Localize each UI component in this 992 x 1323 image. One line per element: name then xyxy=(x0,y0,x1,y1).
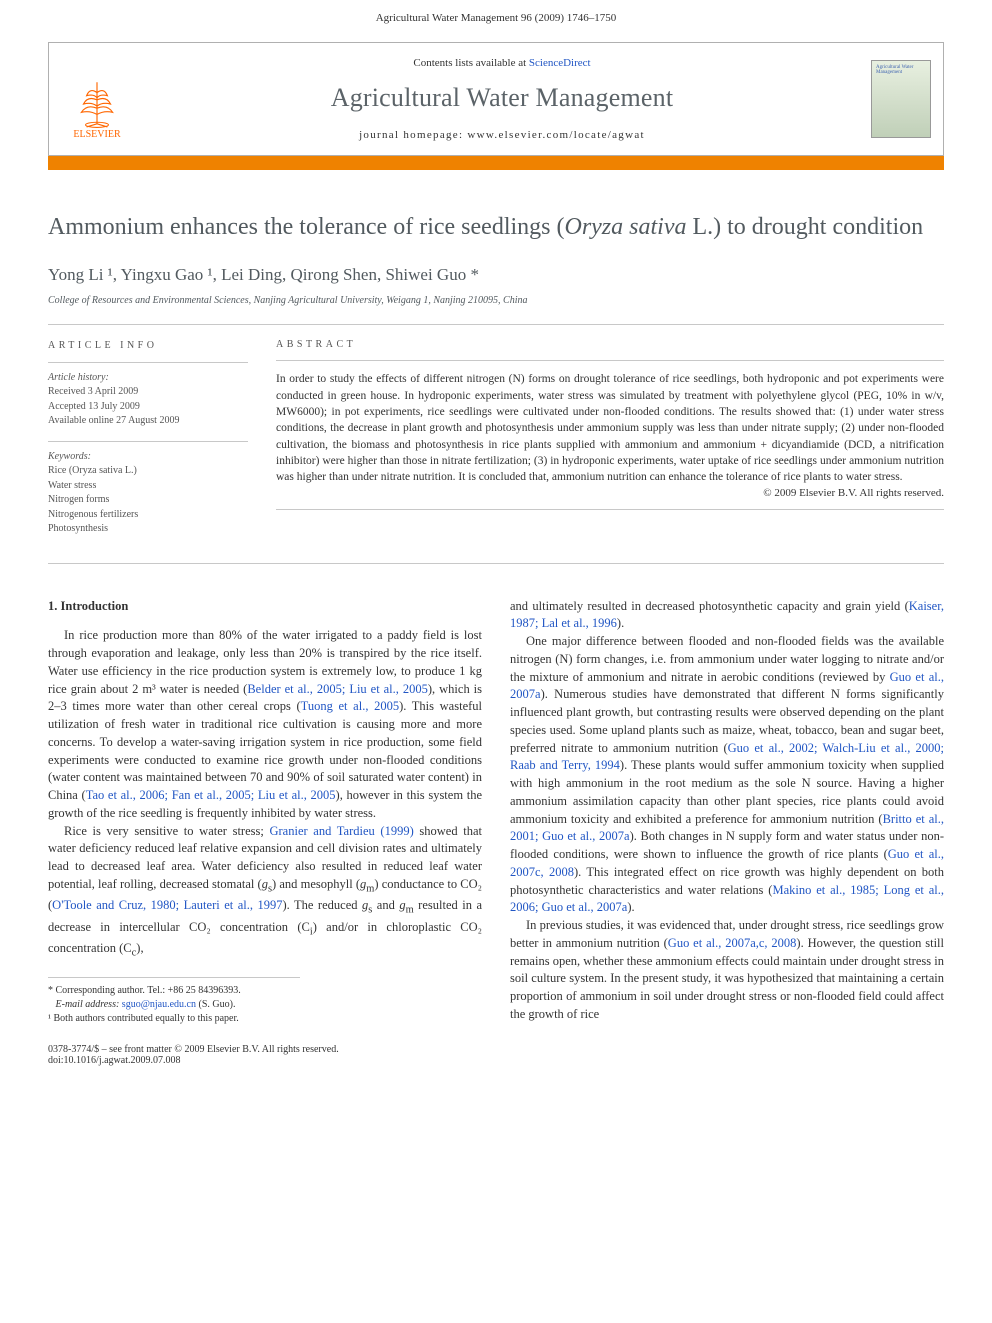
abstract-divider-bottom xyxy=(276,509,944,510)
affiliation: College of Resources and Environmental S… xyxy=(48,295,944,306)
info-divider-2 xyxy=(48,441,248,442)
para-5: In previous studies, it was evidenced th… xyxy=(510,917,944,1024)
history-accepted: Accepted 13 July 2009 xyxy=(48,400,248,415)
article-info-head: ARTICLE INFO xyxy=(48,339,248,354)
homepage-url: www.elsevier.com/locate/agwat xyxy=(467,129,645,141)
p2-e: ). The reduced xyxy=(282,898,362,912)
article-title: Ammonium enhances the tolerance of rice … xyxy=(48,212,944,243)
orange-accent-bar xyxy=(48,156,944,170)
p2-gm-sub2: m xyxy=(406,905,414,916)
info-divider-1 xyxy=(48,362,248,363)
p5-ref1[interactable]: Guo et al., 2007a,c, 2008 xyxy=(668,936,797,950)
p1-c: ). This wasteful utilization of fresh wa… xyxy=(48,699,482,802)
equal-contrib: ¹ Both authors contributed equally to th… xyxy=(48,1012,300,1026)
title-italic: Oryza sativa xyxy=(564,214,686,240)
journal-cover-thumb: Agricultural Water Management xyxy=(871,60,931,138)
keyword-2: Water stress xyxy=(48,479,248,494)
keyword-5: Photosynthesis xyxy=(48,522,248,537)
homepage-line: journal homepage: www.elsevier.com/locat… xyxy=(141,129,863,141)
p2-ref2[interactable]: O'Toole and Cruz, 1980; Lauteri et al., … xyxy=(52,898,282,912)
title-part2: L.) to drought condition xyxy=(686,214,923,240)
journal-header-box: ELSEVIER Contents lists available at Sci… xyxy=(48,42,944,156)
email-line: E-mail address: sguo@njau.edu.cn (S. Guo… xyxy=(48,998,300,1012)
abstract-head: ABSTRACT xyxy=(276,339,944,350)
elsevier-label: ELSEVIER xyxy=(73,129,120,140)
p2-f: and xyxy=(372,898,399,912)
contents-prefix: Contents lists available at xyxy=(413,57,528,69)
corr-author: * Corresponding author. Tel.: +86 25 843… xyxy=(48,984,300,998)
divider-below-abstract xyxy=(48,563,944,564)
history-received: Received 3 April 2009 xyxy=(48,385,248,400)
p2-c: ) and mesophyll ( xyxy=(272,877,360,891)
title-part1: Ammonium enhances the tolerance of rice … xyxy=(48,214,564,240)
elsevier-tree-icon xyxy=(71,77,123,129)
keyword-1: Rice (Oryza sativa L.) xyxy=(48,464,248,479)
elsevier-logo: ELSEVIER xyxy=(61,58,133,140)
homepage-prefix: journal homepage: xyxy=(359,129,467,141)
contents-line: Contents lists available at ScienceDirec… xyxy=(141,57,863,69)
body-columns: 1. Introduction In rice production more … xyxy=(48,598,944,1026)
para-2: Rice is very sensitive to water stress; … xyxy=(48,823,482,961)
p4-a: One major difference between flooded and… xyxy=(510,634,944,684)
authors-line: Yong Li ¹, Yingxu Gao ¹, Lei Ding, Qiron… xyxy=(48,265,944,285)
article-info-col: ARTICLE INFO Article history: Received 3… xyxy=(48,339,248,549)
email-who: (S. Guo). xyxy=(199,999,236,1010)
keywords-label: Keywords: xyxy=(48,450,248,465)
p4-f: ). xyxy=(627,900,634,914)
running-head: Agricultural Water Management 96 (2009) … xyxy=(0,0,992,42)
p2-i: ), xyxy=(136,941,143,955)
para-3: and ultimately resulted in decreased pho… xyxy=(510,598,944,634)
footer-doi: doi:10.1016/j.agwat.2009.07.008 xyxy=(48,1055,944,1066)
para-4: One major difference between flooded and… xyxy=(510,633,944,917)
section-1-head: 1. Introduction xyxy=(48,598,482,616)
p3-a: and ultimately resulted in decreased pho… xyxy=(510,599,909,613)
abstract-divider xyxy=(276,360,944,361)
email-link[interactable]: sguo@njau.edu.cn xyxy=(122,999,196,1010)
email-label: E-mail address: xyxy=(56,999,120,1010)
history-label: Article history: xyxy=(48,371,248,386)
abstract-text: In order to study the effects of differe… xyxy=(276,371,944,485)
p1-ref1[interactable]: Belder et al., 2005; Liu et al., 2005 xyxy=(247,682,428,696)
footer-block: 0378-3774/$ – see front matter © 2009 El… xyxy=(0,1044,992,1084)
p2-ref1[interactable]: Granier and Tardieu (1999) xyxy=(269,824,413,838)
thumb-title: Agricultural Water Management xyxy=(876,65,926,75)
sciencedirect-link[interactable]: ScienceDirect xyxy=(529,57,591,69)
keyword-3: Nitrogen forms xyxy=(48,493,248,508)
journal-title: Agricultural Water Management xyxy=(141,83,863,113)
p2-a: Rice is very sensitive to water stress; xyxy=(64,824,269,838)
p3-b: ). xyxy=(617,616,624,630)
p1-ref2[interactable]: Tuong et al., 2005 xyxy=(301,699,399,713)
p1-ref3[interactable]: Tao et al., 2006; Fan et al., 2005; Liu … xyxy=(86,788,336,802)
abstract-col: ABSTRACT In order to study the effects o… xyxy=(276,339,944,549)
footnotes: * Corresponding author. Tel.: +86 25 843… xyxy=(48,977,300,1026)
para-1: In rice production more than 80% of the … xyxy=(48,627,482,822)
abstract-copyright: © 2009 Elsevier B.V. All rights reserved… xyxy=(276,487,944,499)
keyword-4: Nitrogenous fertilizers xyxy=(48,508,248,523)
history-online: Available online 27 August 2009 xyxy=(48,414,248,429)
footer-line1: 0378-3774/$ – see front matter © 2009 El… xyxy=(48,1044,944,1055)
